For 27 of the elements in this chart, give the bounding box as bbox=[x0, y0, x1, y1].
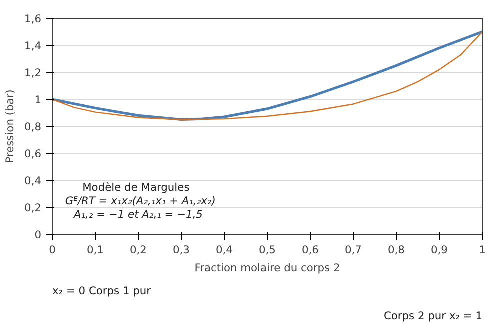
x-tick-label: 0,2 bbox=[130, 244, 147, 256]
y-tick-label: 0,8 bbox=[24, 120, 42, 134]
text: Corps 2 pur x₂ = 1 bbox=[384, 310, 483, 322]
x-tick-label: 0,6 bbox=[302, 244, 320, 256]
y-tick-label: 1,2 bbox=[24, 66, 42, 80]
x-tick-label: 0 bbox=[49, 244, 56, 256]
x-tick-label: 0,3 bbox=[173, 244, 190, 256]
annotation: Gᴱ/RT = x₁x₂(A₂,₁x₁ + A₁,₂x₂) bbox=[65, 194, 216, 208]
x-axis-title: Fraction molaire du corps 2 bbox=[194, 262, 340, 274]
y-tick-label: 0 bbox=[34, 228, 42, 242]
y-axis-title: Pression (bar) bbox=[4, 90, 17, 164]
annotation: A₁,₂ = −1 et A₂,₁ = −1,5 bbox=[73, 208, 204, 221]
x-tick-label: 0,9 bbox=[431, 244, 448, 256]
x-tick-label: 0,7 bbox=[345, 244, 362, 256]
x-tick-label: 0,1 bbox=[87, 244, 104, 256]
text: x₂ = 0 Corps 1 pur bbox=[52, 284, 152, 298]
y-tick-label: 1 bbox=[34, 94, 42, 106]
y-tick-label: 1,4 bbox=[24, 40, 42, 52]
x-tick-label: 0,4 bbox=[216, 244, 234, 256]
x-tick-label: 0,8 bbox=[388, 244, 406, 256]
y-tick-label: 0,6 bbox=[24, 148, 42, 160]
x-tick-label: 1 bbox=[479, 244, 486, 256]
y-tick-label: 1,6 bbox=[24, 12, 42, 26]
y-tick-label: 0,2 bbox=[24, 202, 42, 214]
annotation: Modèle de Margules bbox=[82, 181, 190, 194]
y-tick-label: 0,4 bbox=[24, 174, 42, 188]
x-tick-label: 0,5 bbox=[259, 244, 276, 256]
